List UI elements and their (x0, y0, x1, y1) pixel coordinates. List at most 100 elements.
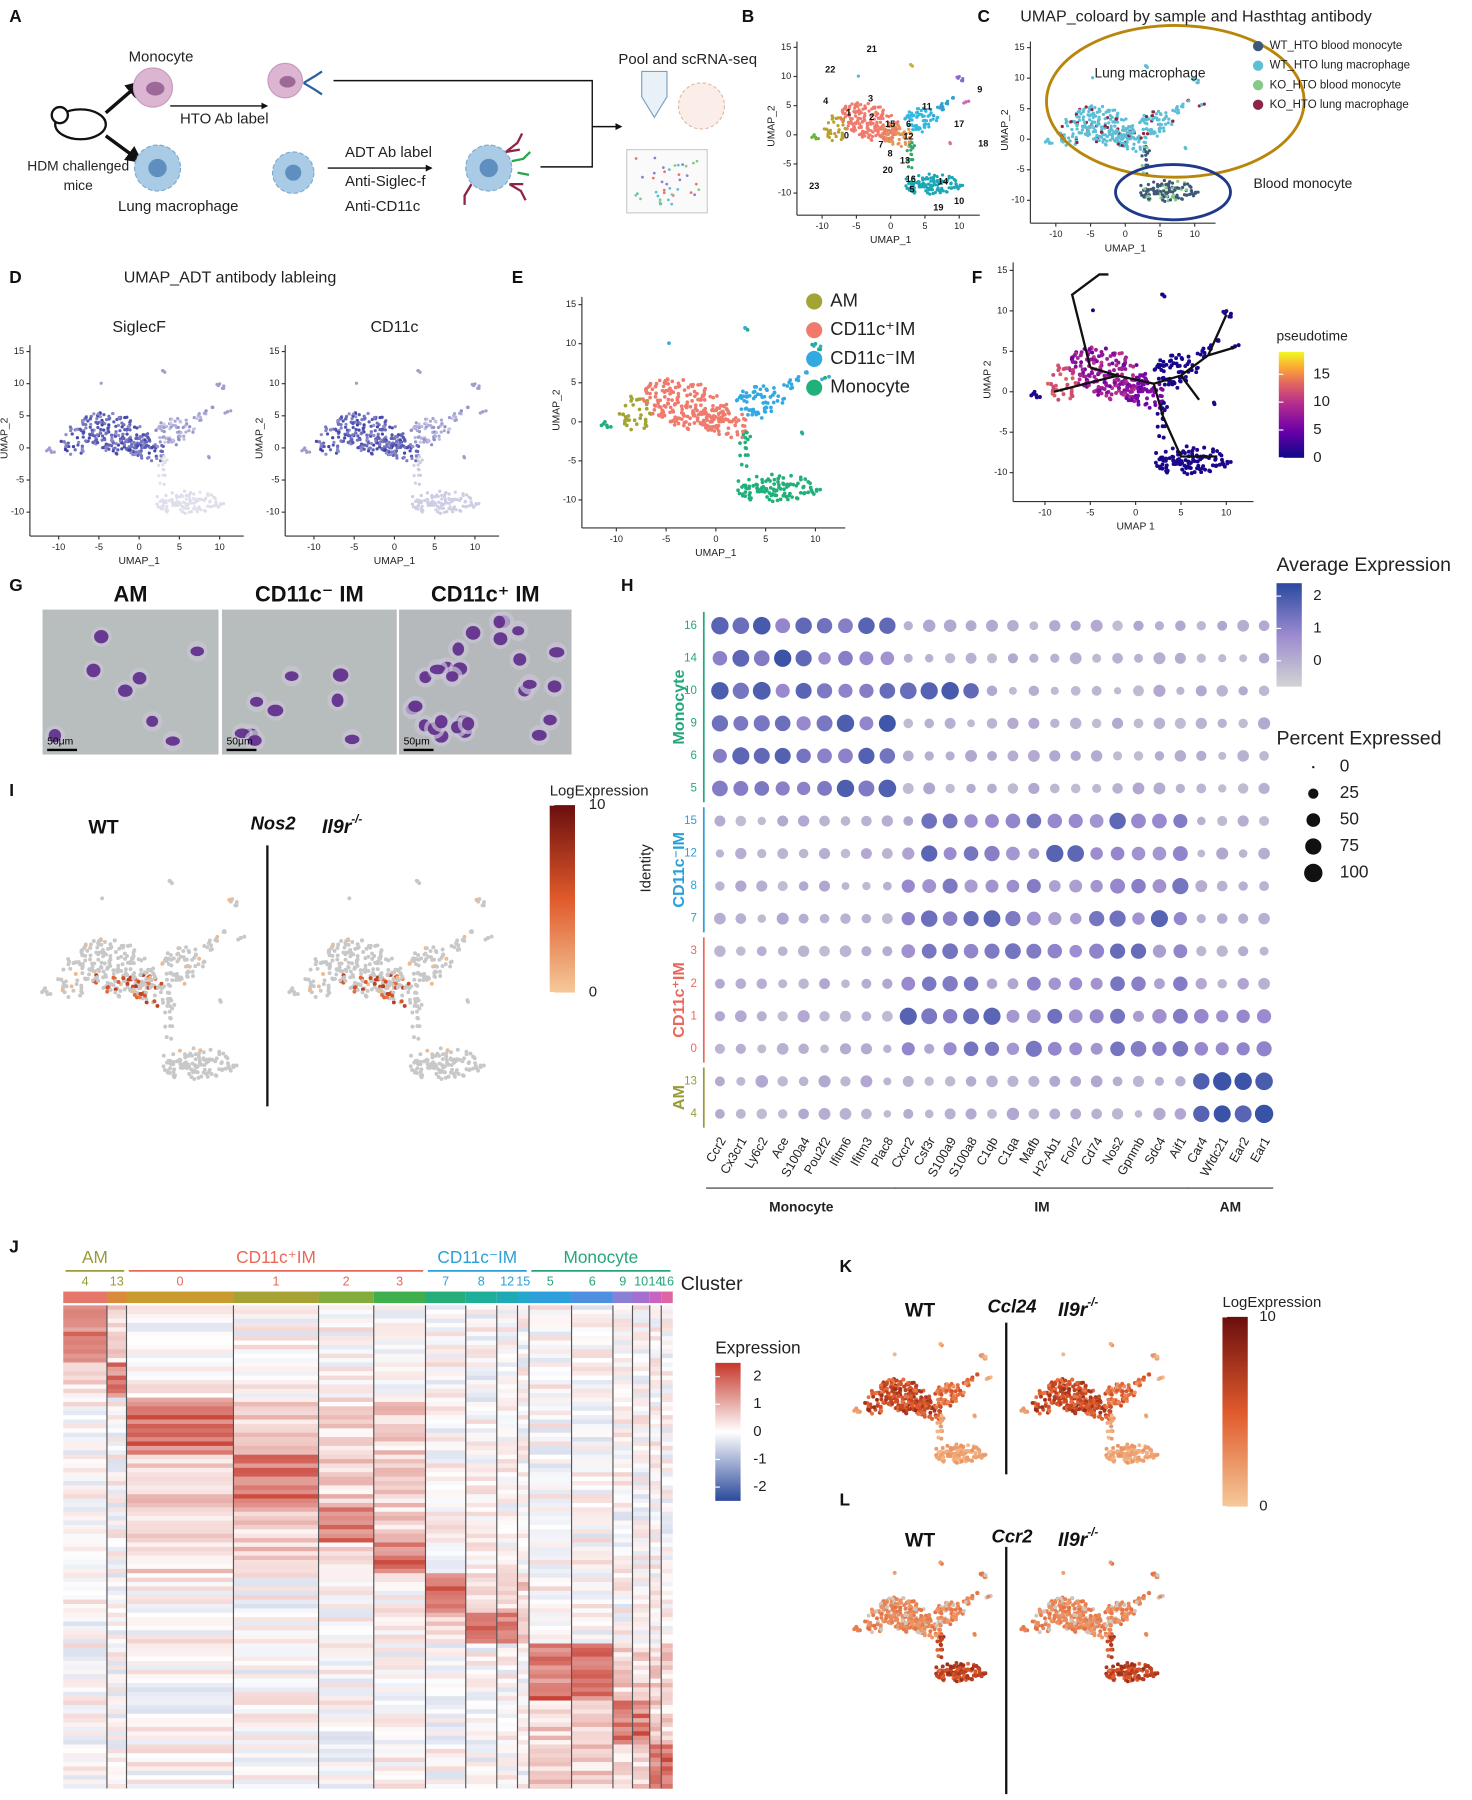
cell-dot (927, 115, 930, 118)
cell-dot (121, 962, 125, 966)
cell-dot (1096, 124, 1099, 127)
cell-dot (454, 491, 457, 494)
cell-dot (788, 378, 792, 382)
expression-dot (798, 815, 809, 826)
cell-dot (125, 416, 128, 419)
row-label: 2 (690, 978, 696, 990)
cell-dot (916, 111, 919, 114)
cell-dot (442, 1070, 446, 1074)
cell-dot (430, 503, 433, 506)
cell-dot (1202, 347, 1206, 351)
cell-dot (757, 488, 761, 492)
cell-dot (169, 421, 172, 424)
panel-letter: L (840, 1489, 851, 1509)
expression-dot (778, 1109, 787, 1118)
cell-dot (674, 386, 678, 390)
expression-dot (1008, 783, 1019, 794)
cell-dot (789, 387, 793, 391)
expression-dot (1090, 880, 1102, 892)
cell-dot (711, 404, 715, 408)
cell-dot (125, 448, 128, 451)
cell-dot (654, 385, 658, 389)
cell-dot (727, 410, 731, 414)
cell-dot (917, 180, 920, 183)
cell-dot (359, 968, 363, 972)
cell-dot (414, 482, 417, 485)
cell-dot (401, 432, 404, 435)
expression-dot (1109, 911, 1125, 927)
cell-dot (699, 383, 703, 387)
expression-dot (1049, 750, 1060, 761)
expression-dot (880, 683, 896, 699)
cell-dot (1145, 122, 1148, 125)
cell-dot (452, 1061, 456, 1065)
cell-dot (92, 412, 95, 415)
cell-dot (82, 423, 85, 426)
expression-dot (1196, 718, 1207, 729)
expression-dot (1238, 946, 1248, 956)
cell-dot (812, 492, 816, 496)
expression-dot (1090, 814, 1104, 828)
expression-dot (778, 979, 787, 988)
expression-dot (900, 682, 917, 699)
expression-dot (735, 848, 746, 859)
cell-dot (108, 954, 112, 958)
cell-dot (1171, 119, 1174, 122)
cell-dot (161, 369, 164, 372)
cell-dot (169, 999, 173, 1003)
expression-dot (1132, 912, 1144, 924)
expression-dot (1071, 686, 1081, 696)
cell-dot (451, 417, 454, 420)
cell-dot (1082, 118, 1085, 121)
cell-dot (842, 112, 845, 115)
cell-dot (390, 437, 393, 440)
cell-dot (178, 495, 181, 498)
cell-dot (116, 967, 120, 971)
cell-dot (85, 949, 89, 953)
cell-dot (137, 986, 141, 990)
cell-dot (738, 492, 742, 496)
cell-dot (174, 420, 177, 423)
cell-dot (624, 404, 628, 408)
expression-dot (736, 1077, 745, 1086)
cell-dot (322, 441, 325, 444)
cell-dot (165, 978, 169, 982)
cell-dot (818, 488, 822, 492)
y-tick-label: -10 (11, 507, 24, 517)
cell-dot (1154, 461, 1158, 465)
cell-dot (1152, 187, 1155, 190)
x-axis-label: UMAP_1 (374, 556, 416, 567)
expression-dot (1195, 880, 1207, 892)
cell-dot (114, 432, 117, 435)
expression-dot (1152, 814, 1167, 829)
cell-dot (158, 482, 161, 485)
cell-dot (448, 427, 451, 430)
cell-dot (1132, 147, 1135, 150)
expression-dot (817, 683, 832, 698)
cell-dot (363, 415, 366, 418)
cell-dot (199, 415, 202, 418)
cell-dot (657, 413, 661, 417)
expression-dot (1217, 946, 1228, 957)
expression-dot (985, 1042, 999, 1056)
cell-dot (210, 493, 213, 496)
cell-dot (116, 956, 120, 960)
cell-dot (682, 414, 686, 418)
cell-dot (876, 130, 879, 133)
cell-dot (146, 432, 149, 435)
mini-dot (641, 176, 644, 179)
cell-dot (1171, 446, 1175, 450)
cell-dot (335, 958, 339, 962)
cell-dot (1067, 136, 1070, 139)
cell-dot (779, 487, 783, 491)
cell-dot (1146, 190, 1149, 193)
cell-dot (70, 984, 74, 988)
cell-dot (1135, 363, 1139, 367)
cell-dot (702, 423, 706, 427)
expression-dot (1217, 979, 1227, 989)
expression-dot (879, 618, 895, 634)
expression-dot (966, 620, 977, 631)
cell-dot (84, 439, 87, 442)
expression-dot (880, 748, 896, 764)
x-tick-label: 0 (137, 542, 142, 552)
